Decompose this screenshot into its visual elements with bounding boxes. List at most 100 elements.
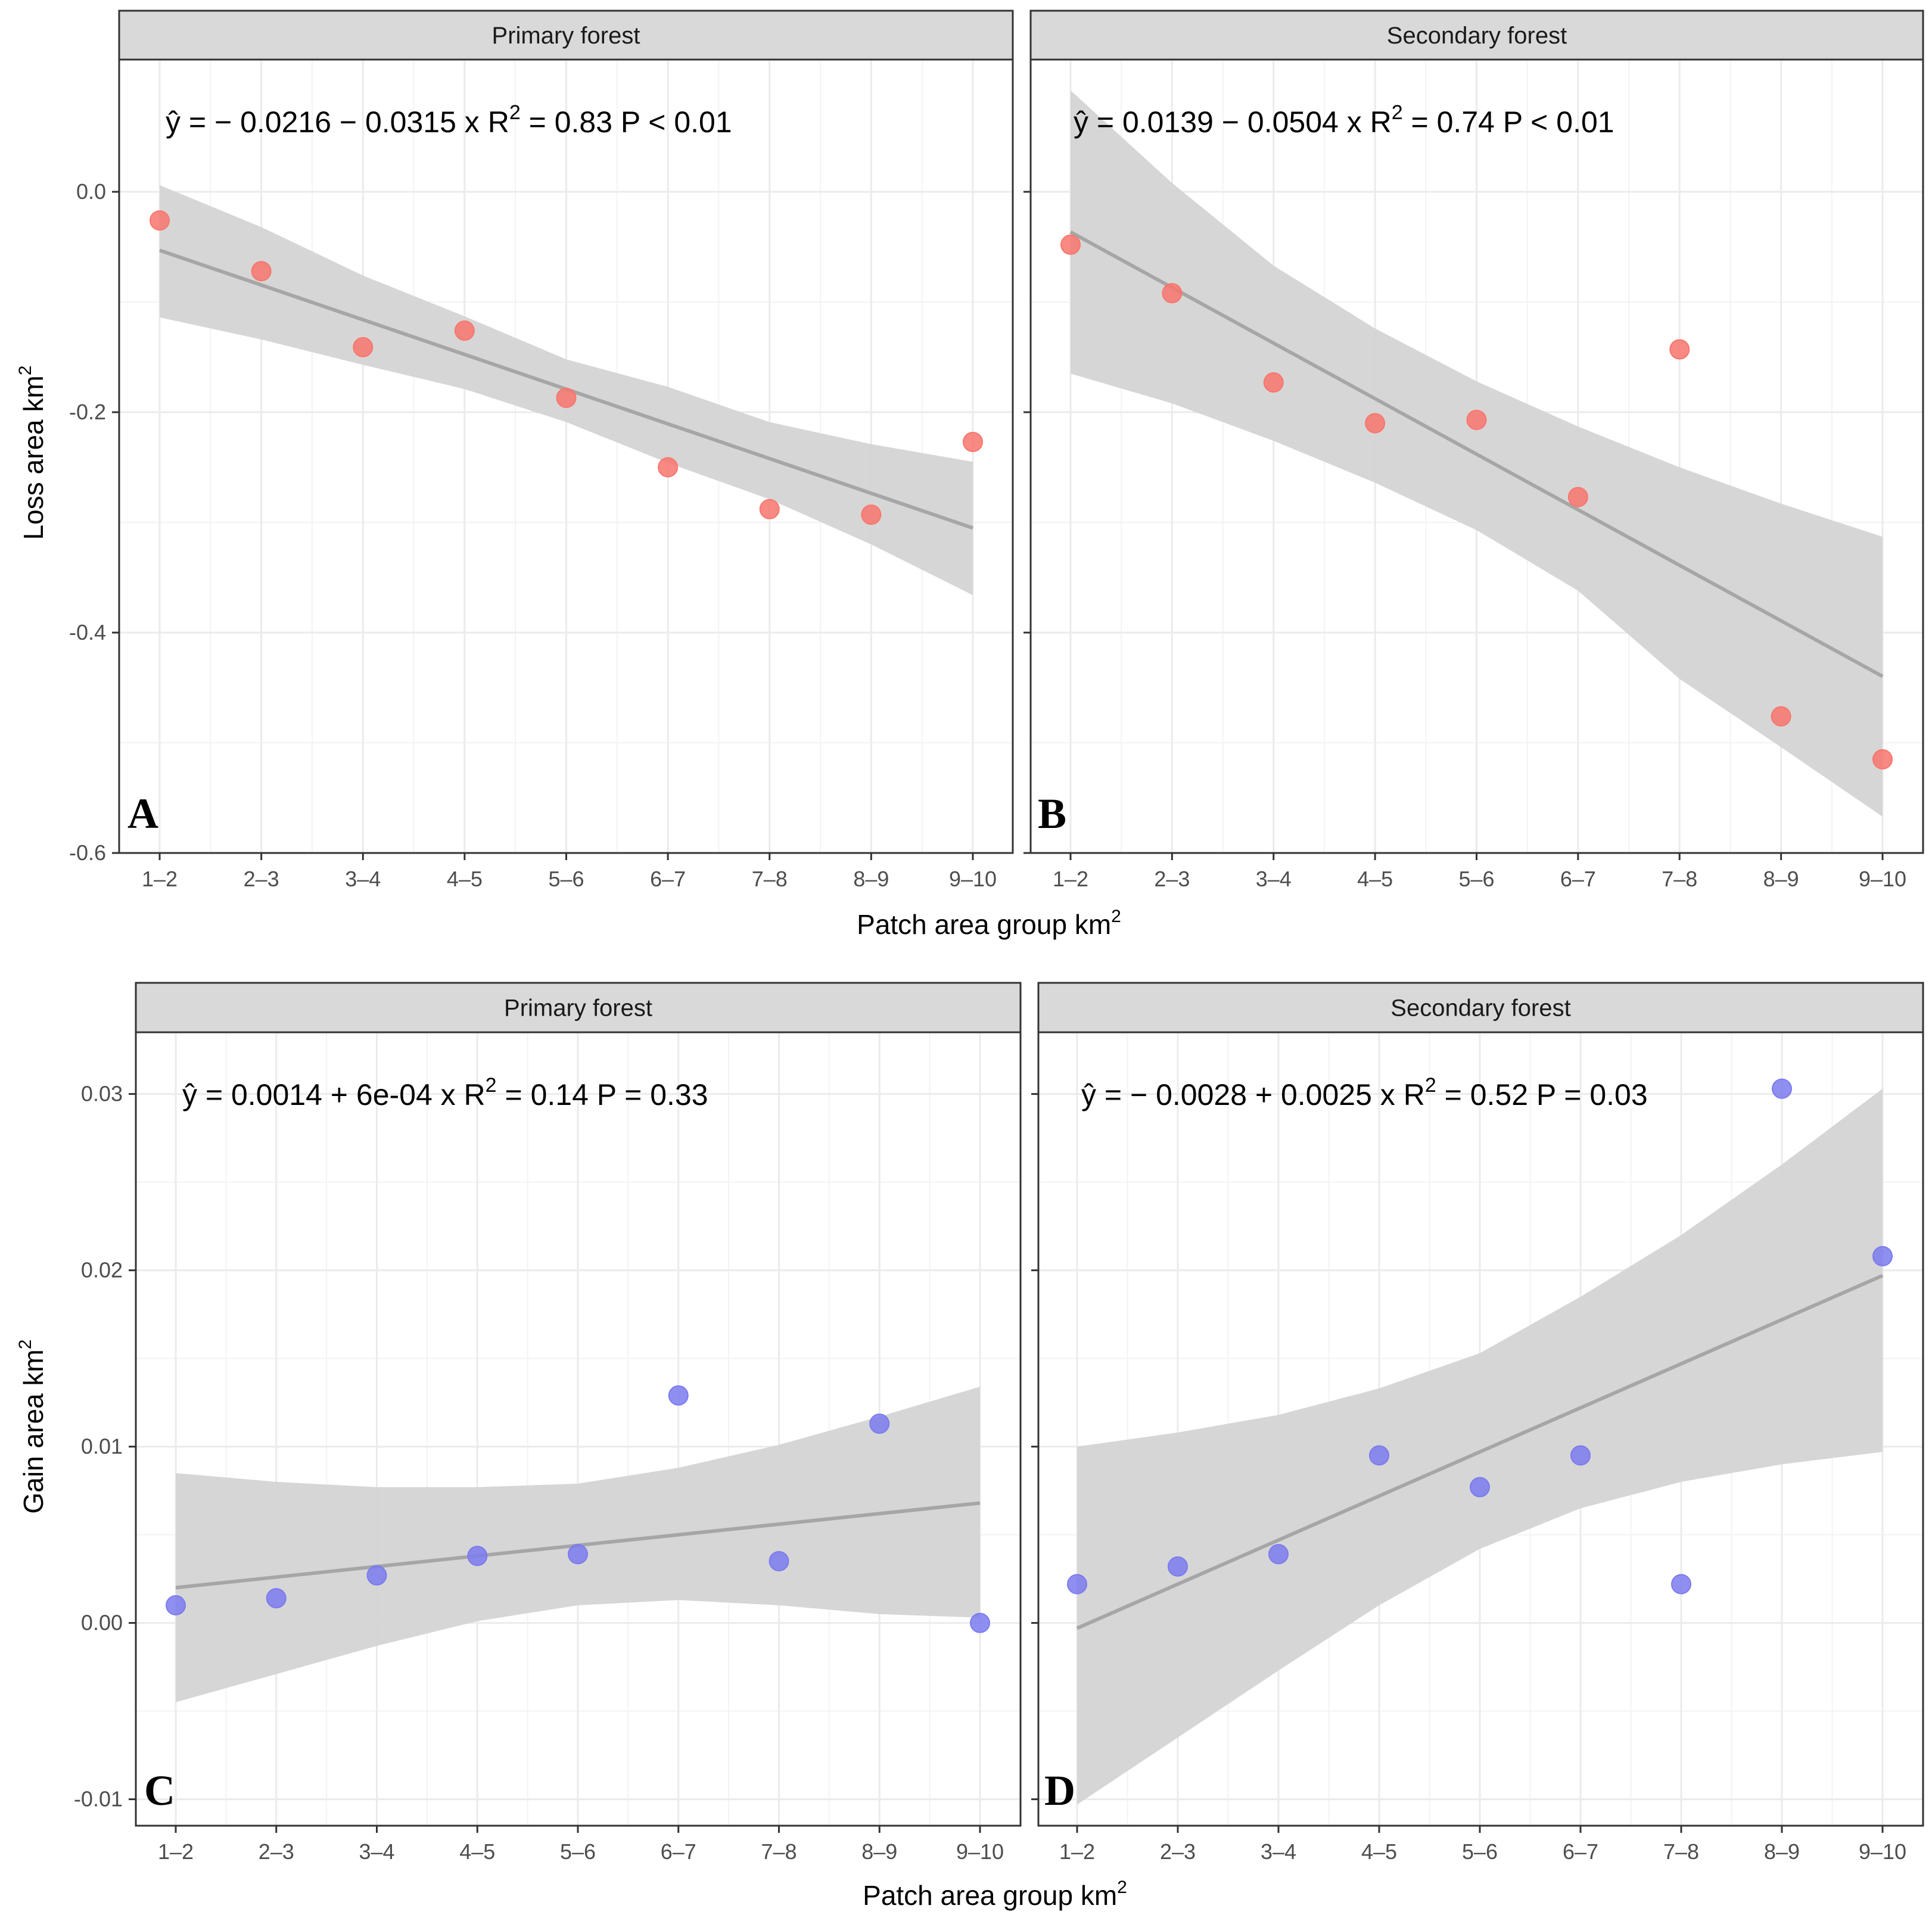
bottom-x-axis-title: Patch area group km2 [863,1878,1127,1911]
x-tick-label: 9–10 [956,1839,1004,1864]
data-point [759,499,780,519]
data-point [963,431,983,452]
data-point [658,457,679,478]
data-point [1263,372,1284,393]
data-point [150,210,170,231]
x-tick-label: 1–2 [1053,867,1088,891]
x-tick-label: 3–4 [345,867,381,891]
data-point [769,1551,789,1571]
regression-equation: ŷ = 0.0014 + 6e-04 x R2 = 0.14 P = 0.33 [182,1074,708,1111]
x-tick-label: 4–5 [1361,1839,1397,1864]
x-tick-label: 9–10 [1859,1839,1906,1864]
y-tick-label: -0.01 [74,1787,123,1811]
data-point [1567,487,1588,508]
equation-fit: ŷ = 0.0014 + 6e-04 x R [182,1078,486,1111]
x-tick-label: 7–8 [1663,1839,1699,1864]
x-tick-label: 5–6 [560,1839,596,1864]
data-point [1669,339,1690,360]
data-point [1060,234,1081,255]
panel-D: Secondary forest 1–2 2–3 3–4 4–5 5–6 6–7 7–8 8–9… [1031,982,1924,1864]
y-tick-label: 0.01 [81,1434,123,1459]
y-tick-label: 0.00 [81,1611,123,1635]
data-point [1671,1574,1691,1595]
panel-letter: D [1044,1767,1075,1814]
facet-strip-label: Secondary forest [1387,23,1567,49]
bottom-y-axis-title: Gain area km2 [15,1340,49,1514]
data-point [1067,1574,1087,1595]
data-point [1771,706,1791,727]
x-tick-label: 2–3 [1154,867,1190,891]
equation-superscript: 2 [1392,101,1403,124]
x-tick-label: 6–7 [1563,1839,1598,1864]
confidence-ribbon [1077,1088,1883,1805]
data-point [1872,749,1893,770]
panel-letter: A [127,790,158,837]
data-point [869,1413,890,1434]
regression-equation: ŷ = − 0.0028 + 0.0025 x R2 = 0.52 P = 0.… [1081,1074,1648,1111]
facet-strip [1037,982,1924,1033]
y-tick-label: 0.02 [81,1258,123,1282]
data-point [568,1544,588,1565]
x-tick-label: 1–2 [158,1839,194,1864]
y-tick-label: -0.6 [69,840,106,865]
data-point [1570,1445,1591,1466]
equation-stats: = 0.52 P = 0.03 [1436,1078,1648,1111]
data-point [353,337,374,357]
data-point [668,1385,689,1406]
facet-strip-label: Secondary forest [1390,995,1570,1022]
x-tick-label: 2–3 [1160,1839,1196,1864]
data-point [1872,1246,1893,1266]
x-tick-label: 8–9 [861,1839,897,1864]
data-point [467,1546,488,1567]
x-tick-label: 7–8 [752,867,788,891]
x-tick-label: 1–2 [142,867,178,891]
x-tick-label: 4–5 [447,867,483,891]
top-x-axis-title: Patch area group km2 [857,907,1121,940]
panel-A: Primary forest 1–2 2–3 3–4 4–5 5–6 6–7 7–8 8–9 9–… [69,10,1014,891]
data-point [266,1588,287,1609]
x-tick-label: 9–10 [949,867,997,891]
x-tick-label: 3–4 [1256,867,1292,891]
x-tick-label: 3–4 [359,1839,394,1864]
x-tick-label: 7–8 [761,1839,797,1864]
data-point [1772,1078,1792,1099]
data-point [166,1595,186,1615]
facet-strip [118,10,1014,61]
data-point [556,387,577,408]
x-tick-label: 5–6 [1458,867,1494,891]
panel-letter: C [144,1767,175,1814]
equation-superscript: 2 [486,1074,497,1097]
data-point [1470,1477,1490,1497]
equation-fit: ŷ = − 0.0216 − 0.0315 x R [166,105,509,139]
equation-superscript: 2 [1425,1074,1436,1097]
y-tick-label: 0.03 [81,1082,123,1106]
x-tick-label: 4–5 [459,1839,495,1864]
x-tick-label: 6–7 [661,1839,696,1864]
equation-stats: = 0.74 P < 0.01 [1403,105,1614,139]
x-tick-label: 8–9 [1763,867,1799,891]
facet-strip-label: Primary forest [504,995,652,1022]
data-point [1162,283,1183,304]
data-point [861,505,882,525]
x-tick-label: 7–8 [1662,867,1697,891]
y-tick-label: -0.2 [69,400,106,424]
regression-equation: ŷ = 0.0139 − 0.0504 x R2 = 0.74 P < 0.01 [1074,101,1614,139]
data-point [366,1565,387,1586]
x-tick-label: 5–6 [1462,1839,1498,1864]
data-point [1168,1556,1188,1577]
x-tick-label: 3–4 [1261,1839,1296,1864]
x-tick-label: 2–3 [259,1839,294,1864]
equation-superscript: 2 [509,101,521,124]
panels-group: Primary forest 1–2 2–3 3–4 4–5 5–6 6–7 7–8 8–9 9–… [69,10,1924,1864]
equation-fit: ŷ = − 0.0028 + 0.0025 x R [1081,1078,1425,1111]
x-tick-label: 9–10 [1859,867,1906,891]
equation-stats: = 0.14 P = 0.33 [497,1078,708,1111]
x-tick-label: 4–5 [1357,867,1393,891]
data-point [1466,409,1487,430]
data-point [1268,1544,1289,1565]
facet-strip [1029,10,1924,61]
equation-fit: ŷ = 0.0139 − 0.0504 x R [1074,105,1392,139]
top-y-axis-title: Loss area km2 [15,366,49,540]
data-point [1365,413,1386,434]
